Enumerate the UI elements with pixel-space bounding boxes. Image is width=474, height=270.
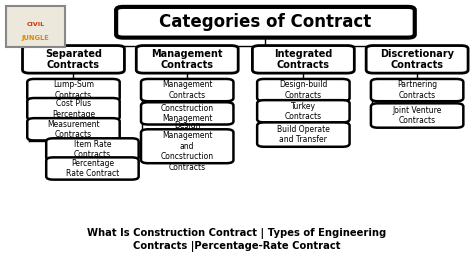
FancyBboxPatch shape: [257, 100, 350, 122]
Text: Percentage
Rate Contract: Percentage Rate Contract: [66, 159, 119, 178]
Text: Item Rate
Contracts: Item Rate Contracts: [73, 140, 111, 159]
FancyBboxPatch shape: [141, 79, 233, 101]
FancyBboxPatch shape: [27, 118, 119, 140]
FancyBboxPatch shape: [371, 79, 464, 101]
Text: Design
Management
and
Concstruction
Contracts: Design Management and Concstruction Cont…: [161, 121, 214, 171]
FancyBboxPatch shape: [257, 79, 350, 101]
FancyBboxPatch shape: [366, 46, 468, 73]
Text: Categories of Contract: Categories of Contract: [159, 13, 372, 31]
Text: Discretionary
Contracts: Discretionary Contracts: [380, 49, 454, 70]
FancyBboxPatch shape: [6, 6, 65, 47]
Text: Measurement
Contracts: Measurement Contracts: [47, 120, 100, 139]
FancyBboxPatch shape: [136, 46, 238, 73]
FancyBboxPatch shape: [257, 122, 350, 147]
FancyBboxPatch shape: [141, 129, 233, 163]
Text: Concstruction
Management: Concstruction Management: [161, 104, 214, 123]
FancyBboxPatch shape: [27, 98, 119, 120]
Text: Management
Contracts: Management Contracts: [152, 49, 223, 70]
Text: JUNGLE: JUNGLE: [22, 35, 49, 41]
Text: Lump-Sum
Contracts: Lump-Sum Contracts: [53, 80, 94, 100]
Text: Turkey
Contracts: Turkey Contracts: [285, 102, 322, 121]
Text: Design-build
Contracts: Design-build Contracts: [279, 80, 328, 100]
FancyBboxPatch shape: [116, 7, 415, 38]
Text: Integrated
Contracts: Integrated Contracts: [274, 49, 333, 70]
FancyBboxPatch shape: [27, 79, 119, 101]
Text: Build Operate
and Transfer: Build Operate and Transfer: [277, 125, 330, 144]
FancyBboxPatch shape: [23, 46, 124, 73]
Text: Joint Venture
Contracts: Joint Venture Contracts: [392, 106, 442, 125]
Text: CIVIL: CIVIL: [27, 22, 45, 27]
Text: Management
Contracts: Management Contracts: [162, 80, 212, 100]
FancyBboxPatch shape: [141, 102, 233, 124]
FancyBboxPatch shape: [252, 46, 354, 73]
FancyBboxPatch shape: [46, 138, 138, 161]
Text: Separated
Contracts: Separated Contracts: [45, 49, 102, 70]
Text: What Is Construction Contract | Types of Engineering
Contracts |Percentage-Rate : What Is Construction Contract | Types of…: [87, 228, 387, 252]
Text: Partnering
Contracts: Partnering Contracts: [397, 80, 437, 100]
FancyBboxPatch shape: [371, 103, 464, 128]
FancyBboxPatch shape: [46, 157, 138, 180]
Text: Cost Plus
Percentage: Cost Plus Percentage: [52, 99, 95, 119]
